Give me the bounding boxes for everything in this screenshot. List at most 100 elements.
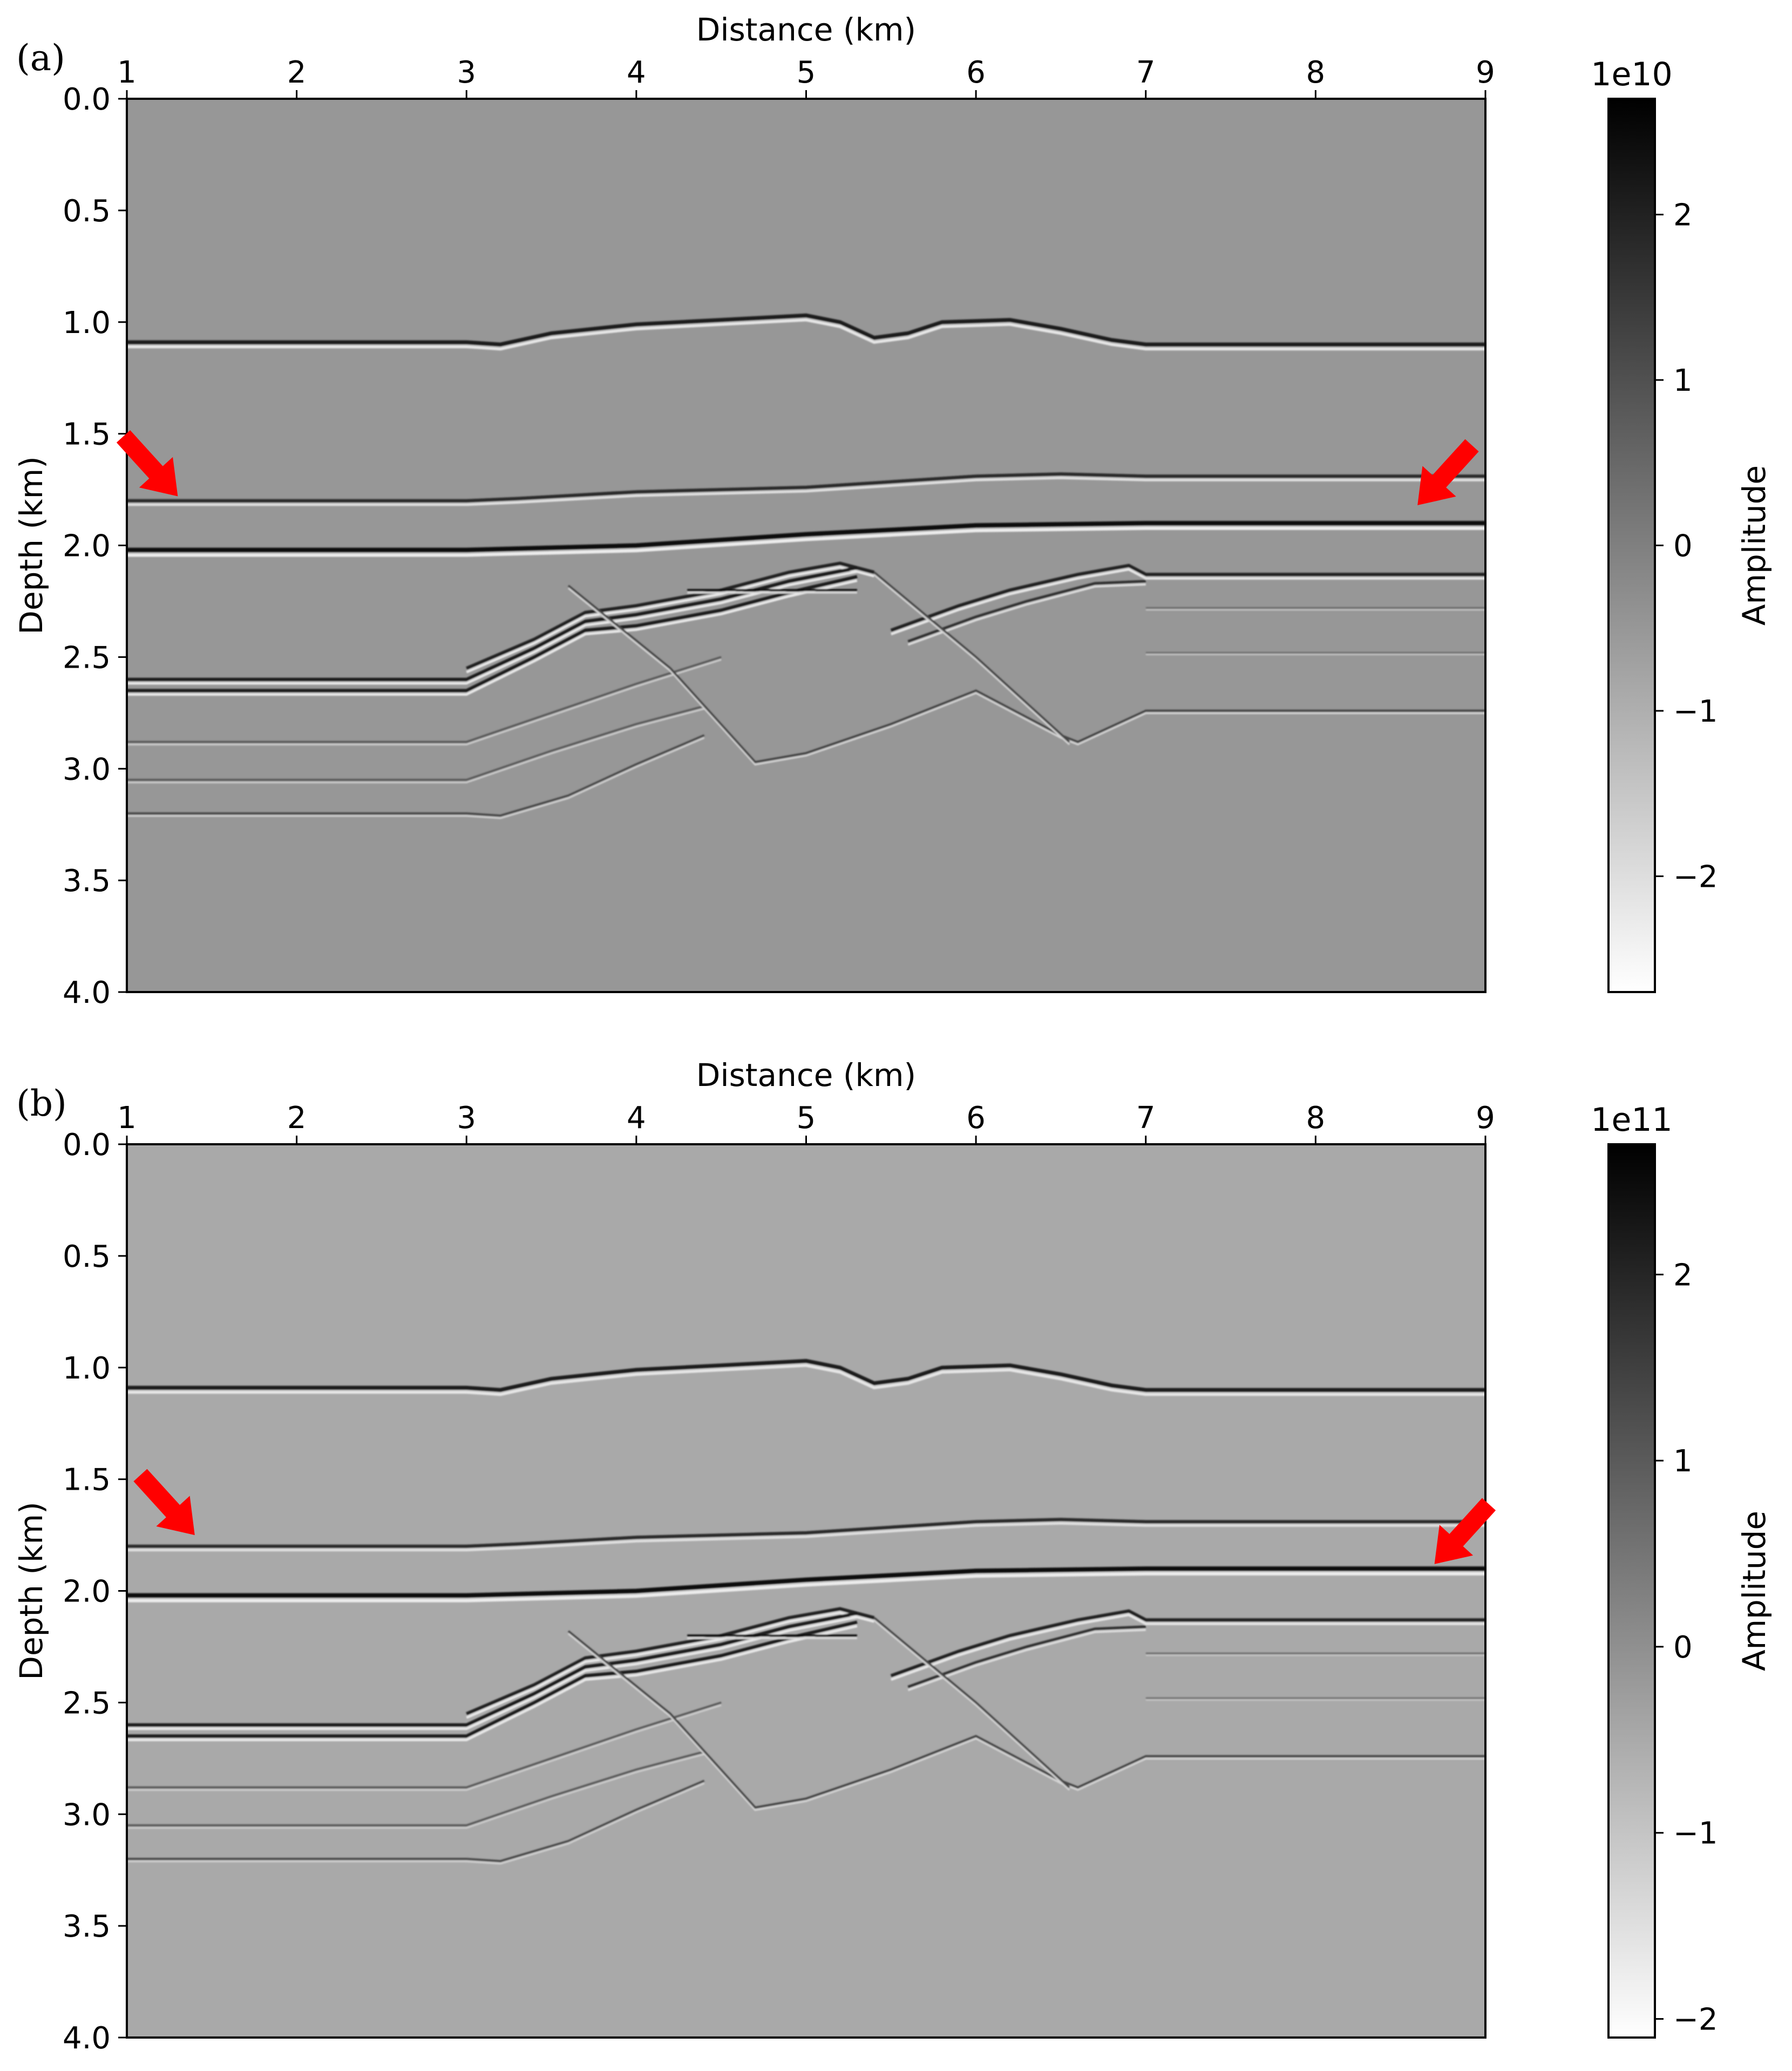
- colorbar-scale-text: 1e10: [1591, 56, 1672, 93]
- x-tick-label: 3: [457, 1101, 476, 1136]
- reflector: [127, 1701, 722, 1789]
- reflector: [127, 1620, 858, 1738]
- colorbar-tick-label: −2: [1673, 2002, 1718, 2038]
- image-area: [127, 1144, 1485, 2038]
- reflector-sidelobe: [567, 587, 1485, 766]
- reflector: [127, 1611, 858, 1727]
- red-arrow-icon: [1434, 1498, 1496, 1564]
- reflector: [890, 563, 1485, 632]
- reflector-sidelobe: [567, 1633, 1485, 1811]
- colorbar-label: Amplitude: [1736, 465, 1773, 626]
- reflector: [127, 1566, 1485, 1598]
- reflector: [127, 313, 1485, 347]
- reflector-sidelobe: [127, 737, 705, 819]
- x-tick-label: 4: [627, 1101, 646, 1136]
- reflector-sidelobe: [907, 1628, 1146, 1692]
- reflector-sidelobe: [873, 1619, 1070, 1791]
- reflector: [873, 571, 1070, 743]
- reflector-sidelobe: [890, 1613, 1485, 1681]
- x-tick-label: 5: [797, 55, 816, 90]
- reflector: [907, 1625, 1146, 1688]
- reflector: [890, 1609, 1485, 1678]
- reflector-sidelobe: [127, 708, 705, 784]
- reflector-sidelobe: [127, 1572, 1485, 1603]
- y-tick-label: 2.5: [63, 640, 111, 675]
- y-tick-label: 3.5: [63, 1909, 111, 1944]
- colorbar-scale-text: 1e11: [1591, 1101, 1672, 1139]
- reflector: [127, 705, 705, 781]
- reflector-sidelobe: [127, 579, 858, 696]
- reflector-sidelobe: [127, 1363, 1485, 1396]
- panel-a: 1 2 3 4 5 6 7 8 9 0.0 0.5 1.0 1.5 2.0 2.5 3.0 3.5 4.0 Dist…: [13, 11, 1773, 1010]
- reflector: [127, 656, 722, 743]
- reflector: [127, 566, 858, 681]
- panel-label: (a): [16, 37, 65, 79]
- reflector: [907, 580, 1146, 643]
- x-tick-label: 2: [287, 55, 307, 90]
- red-arrow-icon: [1417, 439, 1479, 505]
- colorbar-tick-label: −1: [1673, 694, 1718, 729]
- y-tick-label: 1.5: [63, 1463, 111, 1498]
- y-tick-label: 3.5: [63, 864, 111, 899]
- reflector: [127, 1359, 1485, 1392]
- reflector-group: [127, 313, 1485, 819]
- reflector: [127, 575, 858, 692]
- reflector: [567, 1630, 1485, 1809]
- y-tick-label: 1.0: [63, 1351, 111, 1386]
- reflector: [873, 1617, 1070, 1789]
- x-tick-label: 2: [287, 1101, 307, 1136]
- y-tick-label: 1.0: [63, 305, 111, 341]
- image-area: [127, 99, 1485, 992]
- x-axis-label: Distance (km): [696, 1057, 916, 1094]
- x-tick-label: 6: [966, 1101, 986, 1136]
- y-tick-label: 3.0: [63, 752, 111, 787]
- y-tick-label: 1.5: [63, 417, 111, 452]
- reflector-sidelobe: [466, 1611, 875, 1719]
- reflector-sidelobe: [873, 574, 1070, 745]
- reflector-sidelobe: [127, 318, 1485, 351]
- reflector-sidelobe: [127, 1704, 722, 1791]
- reflector: [127, 1518, 1485, 1548]
- reflector-sidelobe: [890, 568, 1485, 636]
- colorbar-tick-label: 1: [1673, 1444, 1693, 1479]
- x-tick-label: 6: [966, 55, 986, 90]
- reflector-sidelobe: [907, 583, 1146, 646]
- colorbar-tick-label: 1: [1673, 363, 1693, 398]
- y-tick-label: 2.0: [63, 1574, 111, 1610]
- y-tick-label: 2.0: [63, 529, 111, 564]
- panel-label: (b): [16, 1083, 67, 1124]
- colorbar: [1607, 98, 1656, 993]
- panel-b: 1 2 3 4 5 6 7 8 9 0.0 0.5 1.0 1.5 2.0 2.5 3.0 3.5 4.0 Dist…: [13, 1057, 1773, 2056]
- x-tick-label: 1: [117, 1101, 137, 1136]
- x-tick-label: 1: [117, 55, 137, 90]
- colorbar-tick-label: 2: [1673, 1258, 1693, 1293]
- y-axis-label: Depth (km): [13, 456, 50, 634]
- x-axis-label: Distance (km): [696, 11, 916, 48]
- reflector-group: [127, 1359, 1485, 1865]
- red-arrow-icon: [116, 430, 178, 497]
- y-tick-label: 2.5: [63, 1686, 111, 1721]
- x-tick-label: 8: [1306, 1101, 1326, 1136]
- y-tick-label: 4.0: [63, 975, 111, 1010]
- x-tick-label: 7: [1136, 55, 1156, 90]
- x-tick-label: 9: [1476, 1101, 1495, 1136]
- y-axis-label: Depth (km): [13, 1502, 50, 1680]
- x-tick-label: 8: [1306, 55, 1326, 90]
- y-tick-label: 0.0: [63, 82, 111, 117]
- colorbar-tick-label: 2: [1673, 198, 1693, 233]
- reflector: [466, 1607, 875, 1715]
- reflector: [127, 1750, 705, 1826]
- colorbar-tick-label: −2: [1673, 859, 1718, 894]
- colorbar-tick-label: 0: [1673, 1630, 1693, 1665]
- y-tick-label: 0.0: [63, 1128, 111, 1163]
- reflector-sidelobe: [127, 1625, 858, 1741]
- reflector: [127, 472, 1485, 503]
- reflector: [466, 561, 875, 670]
- y-tick-label: 4.0: [63, 2021, 111, 2056]
- colorbar-tick-label: 0: [1673, 529, 1693, 564]
- colorbar-label: Amplitude: [1736, 1511, 1773, 1671]
- reflector-sidelobe: [127, 1782, 705, 1865]
- y-tick-label: 3.0: [63, 1797, 111, 1832]
- x-tick-label: 3: [457, 55, 476, 90]
